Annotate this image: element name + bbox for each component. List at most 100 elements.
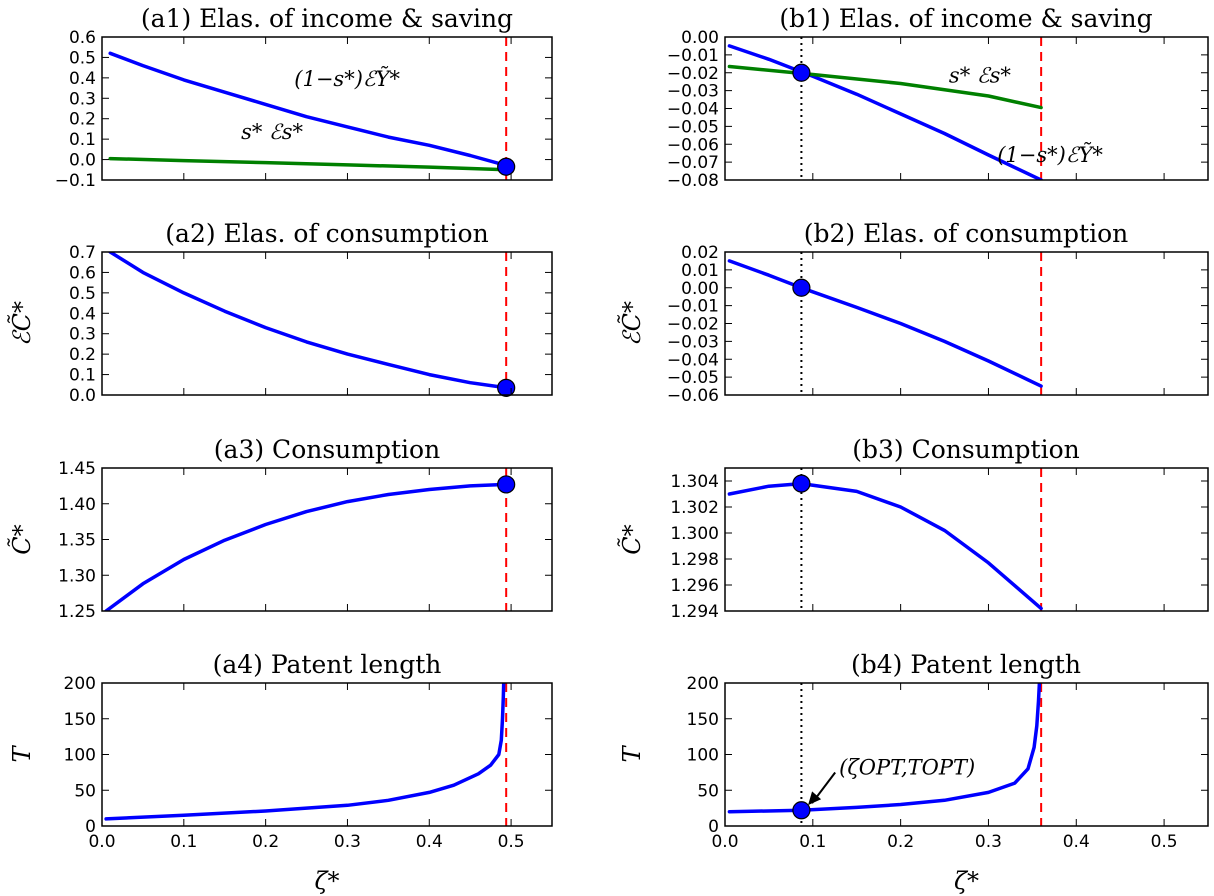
a1-ytick-label-5: 0.4	[69, 69, 96, 89]
panel-b1-title: (b1) Elas. of income & saving	[779, 4, 1152, 33]
a1-ytick-label-4: 0.3	[69, 89, 96, 109]
b3-ytick-label-0: 1.294	[670, 602, 719, 622]
b4-marker-point	[792, 801, 811, 820]
b4-xtick-label-2: 0.2	[887, 832, 914, 852]
b2-ytick-label-8: 0.02	[681, 243, 719, 263]
a4-xtick-label-2: 0.2	[252, 832, 279, 852]
panel-a3-title: (a3) Consumption	[214, 435, 440, 464]
b3-ytick-label-5: 1.304	[670, 472, 719, 492]
b2-frame	[724, 251, 1209, 396]
b3-plot-area	[727, 468, 1043, 611]
panel-a1-title: (a1) Elas. of income & saving	[141, 4, 513, 33]
a2-ylabel: ℰC̃*	[8, 301, 36, 346]
b1-ytick-label-5: −0.03	[667, 82, 719, 102]
a3-frame	[101, 467, 553, 612]
a4-ytick-label-0: 0	[85, 817, 96, 837]
b3-ytick-label-3: 1.300	[670, 524, 719, 544]
b1-ytick-label-1: −0.07	[667, 153, 719, 173]
a1-ytick-label-7: 0.6	[69, 28, 96, 48]
a2-ytick-label-1: 0.1	[69, 366, 96, 386]
a2-series-0-line	[108, 252, 509, 390]
a2-ytick-label-0: 0.0	[69, 386, 96, 406]
a3-ylabel: C̃*	[8, 524, 36, 554]
b1-plot-area	[727, 37, 1043, 180]
b4-xtick-label-1: 0.1	[799, 832, 826, 852]
a2-ytick-label-3: 0.3	[69, 325, 96, 345]
b1-ytick-label-2: −0.06	[667, 135, 719, 155]
b4-plot-area	[727, 683, 1043, 826]
b3-frame	[724, 467, 1209, 612]
panel-a2-title: (a2) Elas. of consumption	[165, 219, 488, 248]
a1-ytick-label-3: 0.2	[69, 110, 96, 130]
b1-series-1-line	[727, 64, 1043, 110]
a2-ytick-label-6: 0.6	[69, 263, 96, 283]
b1-ytick-label-3: −0.05	[667, 117, 719, 137]
b1-ytick-label-6: −0.02	[667, 64, 719, 84]
b1-annotation-1: (1−s*)ℰỸ*	[997, 143, 1103, 167]
a4-series-0-line	[104, 683, 506, 821]
b4-ytick-label-2: 100	[687, 746, 719, 766]
b4-ytick-label-3: 150	[687, 710, 719, 730]
b4-ytick-label-4: 200	[687, 674, 719, 694]
b4-xlabel: ζ*	[954, 867, 979, 895]
a4-ytick-label-1: 50	[74, 781, 96, 801]
a4-plot-area	[104, 683, 508, 826]
b1-annotation-0: s* ℰs*	[949, 64, 1011, 88]
panel-b3-title: (b3) Consumption	[852, 435, 1079, 464]
a4-xtick-label-4: 0.4	[416, 832, 443, 852]
a1-marker-point	[497, 157, 516, 176]
b4-xtick-label-0: 0.0	[711, 832, 738, 852]
a1-series-1-line	[108, 156, 509, 172]
a3-ytick-label-4: 1.45	[58, 459, 96, 479]
a3-plot-area	[104, 468, 508, 611]
b2-ytick-label-1: −0.05	[667, 368, 719, 388]
a4-ytick-label-2: 100	[64, 746, 96, 766]
a1-plot-area	[108, 37, 509, 180]
panel-a1: (a1) Elas. of income & saving −0.10.00.1…	[55, 4, 553, 191]
a2-plot-area	[108, 252, 509, 395]
b4-ytick-label-0: 0	[708, 817, 719, 837]
panel-a4-title: (a4) Patent length	[213, 650, 442, 679]
panel-b2: (b2) Elas. of consumption −0.06−0.05 −0.0…	[618, 219, 1209, 406]
b2-marker-point	[792, 278, 811, 297]
b4-series-0-line	[727, 683, 1042, 814]
a3-ytick-label-0: 1.25	[58, 602, 96, 622]
b4-xtick-label-4: 0.4	[1063, 832, 1090, 852]
b1-frame	[724, 36, 1209, 181]
a1-ytick-label-2: 0.1	[69, 130, 96, 150]
b1-series-0-line	[727, 44, 1043, 180]
b2-ytick-label-4: −0.02	[667, 315, 719, 335]
a4-xtick-label-3: 0.3	[334, 832, 361, 852]
a4-xlabel: ζ*	[314, 867, 339, 895]
a2-frame	[101, 251, 553, 396]
a2-ytick-label-7: 0.7	[69, 243, 96, 263]
a4-ytick-label-4: 200	[64, 674, 96, 694]
b2-ytick-label-6: 0.00	[681, 279, 719, 299]
a1-ytick-label-0: −0.1	[55, 171, 96, 191]
a4-xtick-label-5: 0.5	[498, 832, 525, 852]
b4-xtick-label-5: 0.5	[1151, 832, 1178, 852]
b2-ytick-label-5: −0.01	[667, 297, 719, 317]
b3-ylabel: C̃*	[618, 524, 646, 554]
a4-frame	[101, 682, 553, 827]
a4-ytick-label-3: 150	[64, 710, 96, 730]
panel-a3: (a3) Consumption 1.25 1.30 1.35 1.40 1.45 C̃*	[8, 435, 553, 622]
a2-marker-point	[497, 378, 516, 397]
a2-ytick-label-2: 0.2	[69, 345, 96, 365]
panel-a2: (a2) Elas. of consumption 0.00.10.20.30.…	[8, 219, 553, 406]
b1-ytick-label-7: −0.01	[667, 46, 719, 66]
b1-ytick-label-0: −0.08	[667, 171, 719, 191]
a3-series-0-line	[104, 482, 508, 611]
panel-b3: (b3) Consumption 1.294 1.296 1.298 1.300 1.3…	[618, 435, 1209, 622]
b3-marker-point	[792, 474, 811, 493]
b2-ytick-label-7: 0.01	[681, 261, 719, 281]
panel-b2-title: (b2) Elas. of consumption	[804, 219, 1128, 248]
a3-marker-point	[497, 475, 516, 494]
b2-ytick-label-0: −0.06	[667, 386, 719, 406]
a3-ytick-label-2: 1.35	[58, 531, 96, 551]
b2-ylabel: ℰC̃*	[618, 301, 646, 346]
b2-series-0-line	[727, 259, 1043, 388]
a1-ytick-label-6: 0.5	[69, 48, 96, 68]
a4-xtick-label-0: 0.0	[88, 832, 115, 852]
a2-ytick-label-4: 0.4	[69, 304, 96, 324]
